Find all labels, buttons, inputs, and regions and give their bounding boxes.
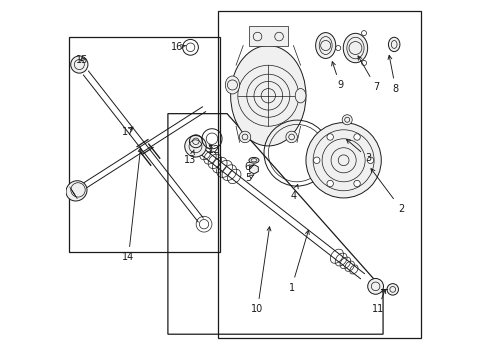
Text: 16: 16 [171,42,186,52]
Text: 13: 13 [184,150,196,165]
Circle shape [362,31,367,36]
Text: 7: 7 [358,56,379,92]
Circle shape [342,115,352,125]
Bar [248,26,288,45]
Text: 11: 11 [371,289,386,314]
Circle shape [354,134,360,140]
Text: 4: 4 [291,185,298,201]
Circle shape [327,180,333,187]
Circle shape [362,60,367,66]
Ellipse shape [66,181,87,201]
Polygon shape [249,165,258,174]
Circle shape [71,56,88,73]
Ellipse shape [231,45,306,146]
Circle shape [354,180,360,187]
Text: 1: 1 [289,230,309,293]
Ellipse shape [389,37,400,51]
Text: 9: 9 [332,62,343,90]
Text: 15: 15 [75,55,88,65]
Circle shape [314,157,320,163]
Text: 5: 5 [245,173,254,183]
Text: 14: 14 [122,148,142,262]
Ellipse shape [295,89,306,103]
Circle shape [239,131,251,143]
Circle shape [306,123,381,198]
Text: 17: 17 [122,127,135,136]
Ellipse shape [343,33,368,63]
Bar [69,37,220,252]
Ellipse shape [225,76,240,94]
Circle shape [327,134,333,140]
Circle shape [368,157,374,163]
Bar [218,12,421,338]
Text: 2: 2 [371,169,404,214]
Text: 6: 6 [245,162,254,172]
Circle shape [387,284,398,295]
Text: 12: 12 [208,144,220,154]
Text: 8: 8 [388,55,399,94]
Circle shape [336,45,341,50]
Text: 3: 3 [346,139,372,163]
Circle shape [286,131,297,143]
Ellipse shape [249,157,259,163]
Text: 10: 10 [251,227,271,314]
Circle shape [368,279,384,294]
Ellipse shape [316,33,336,58]
Circle shape [185,135,206,157]
